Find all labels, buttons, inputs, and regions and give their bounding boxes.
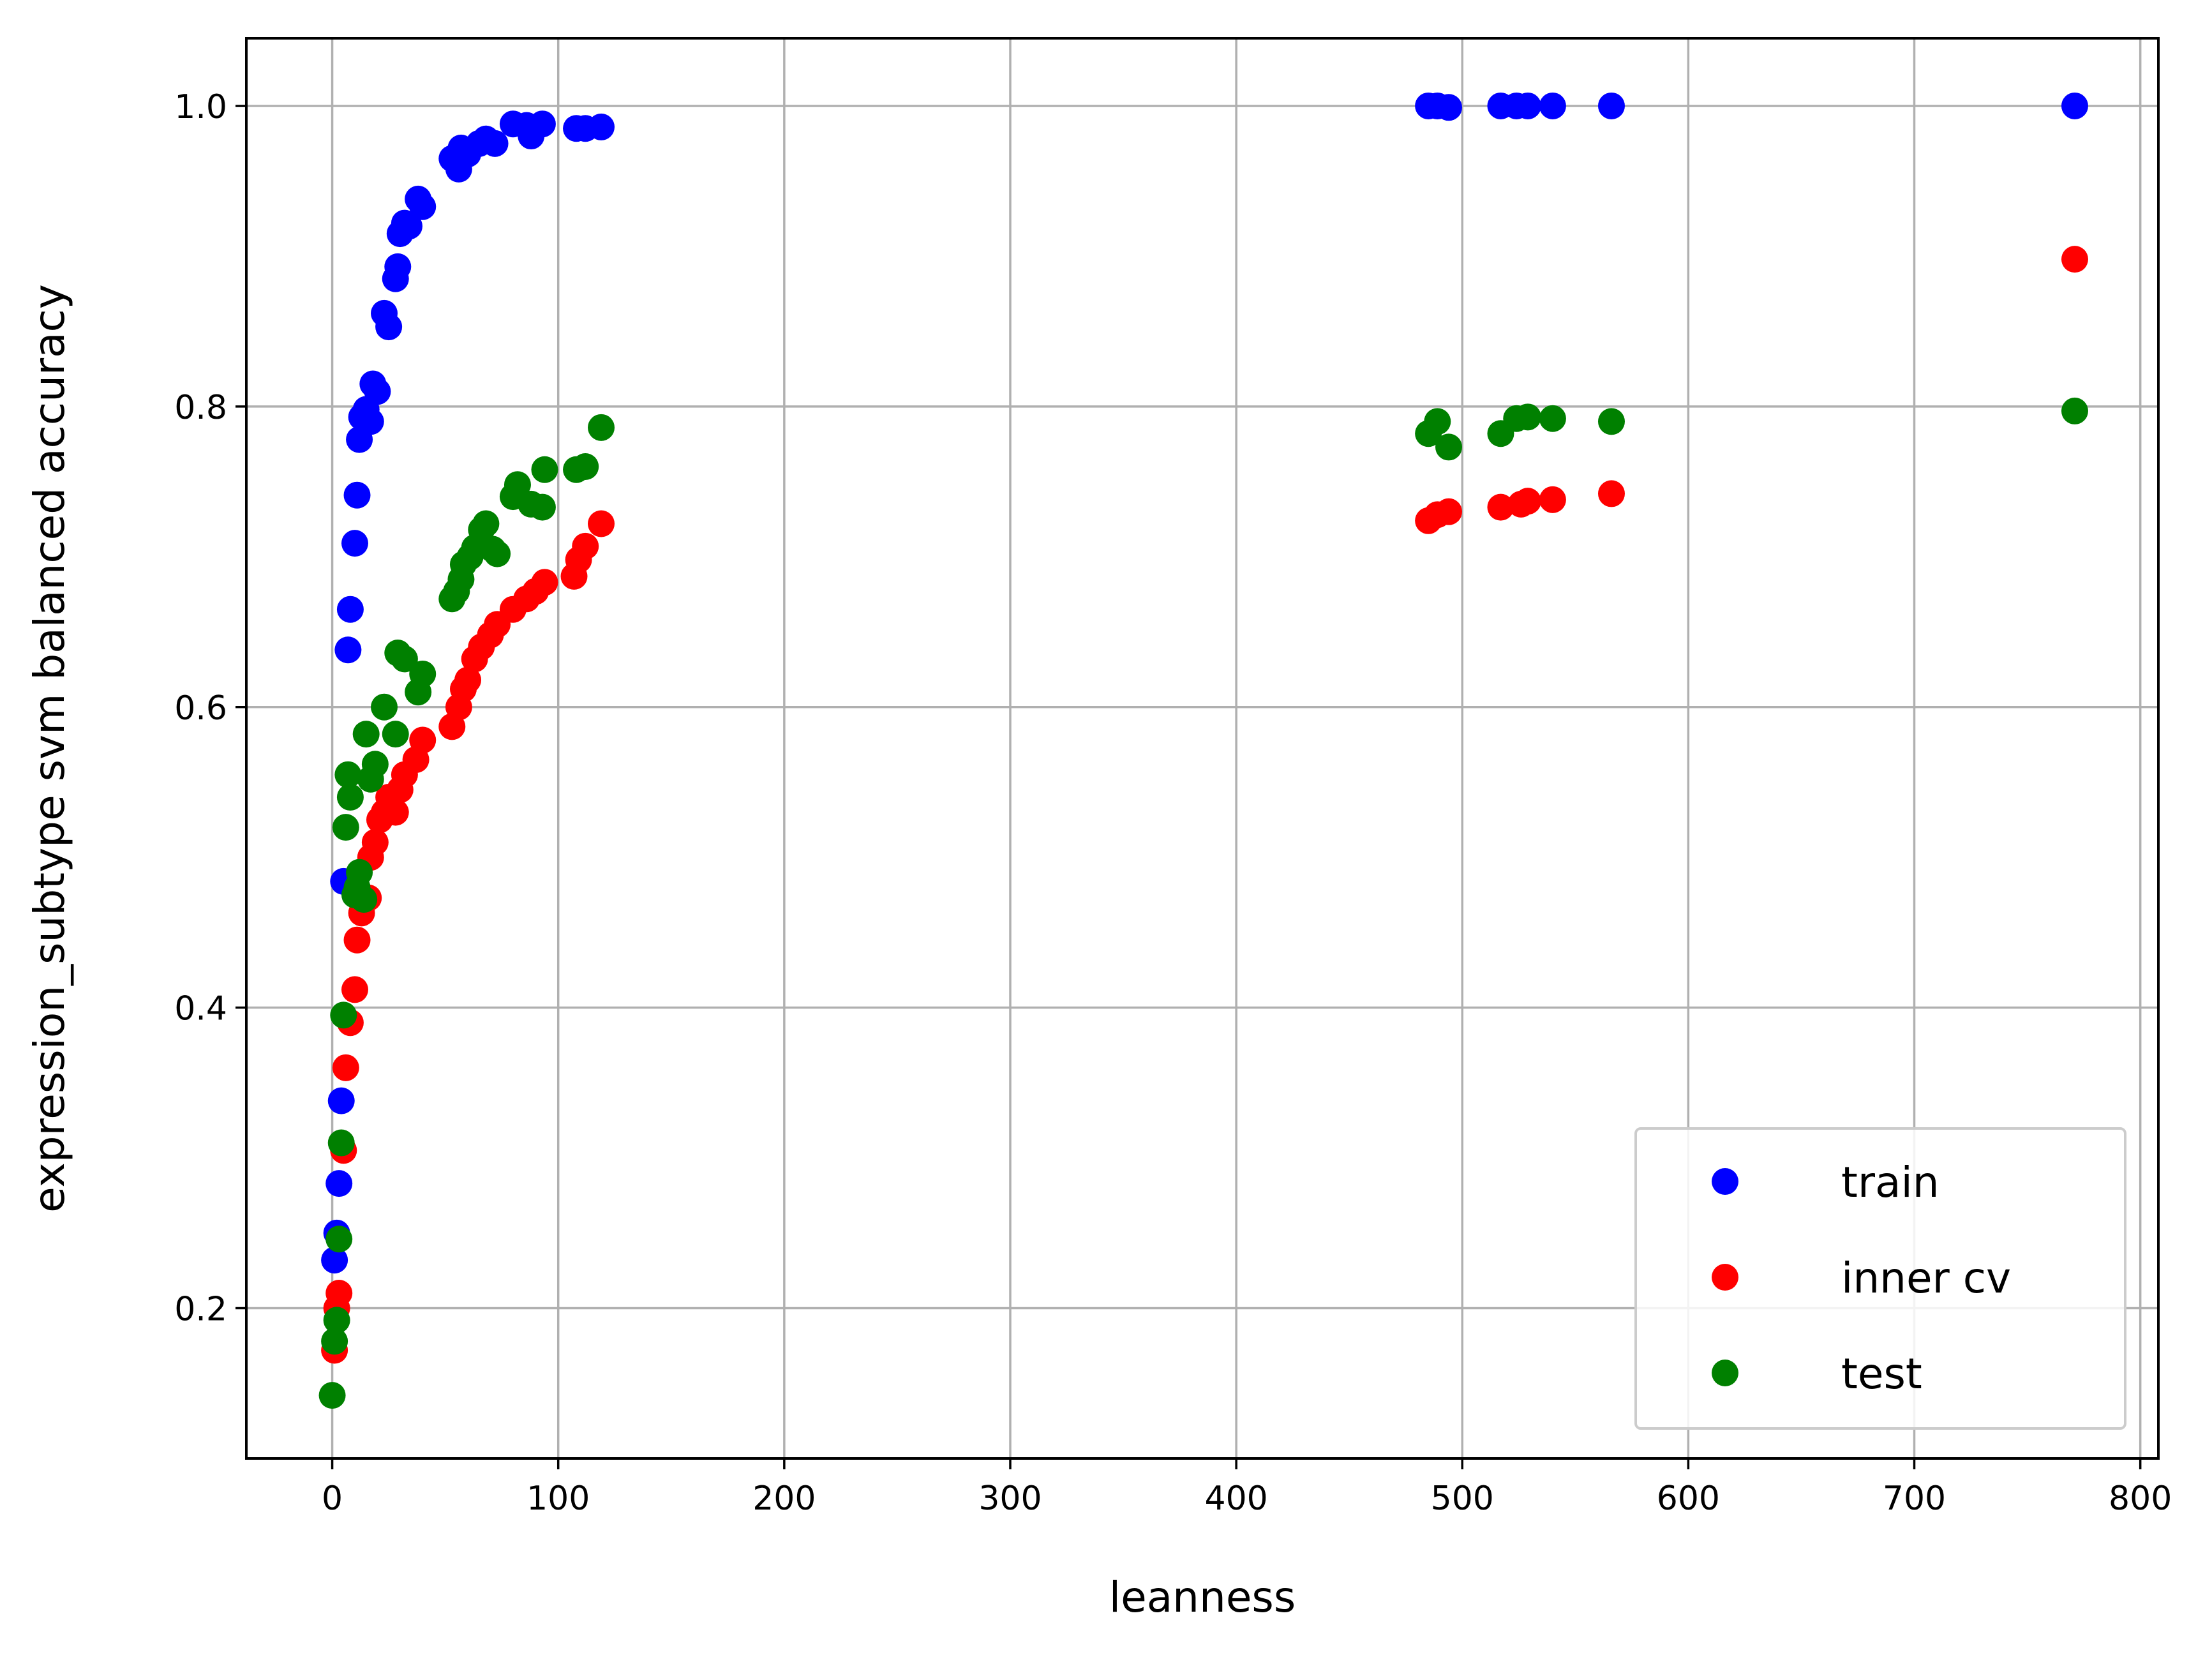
data-point — [395, 213, 422, 240]
data-point — [481, 130, 509, 157]
data-point — [1514, 488, 1541, 515]
data-point — [1514, 92, 1541, 119]
data-point — [484, 540, 511, 567]
data-point — [1597, 408, 1625, 435]
legend-label: test — [1841, 1349, 1922, 1398]
data-point — [371, 693, 398, 721]
data-point — [332, 814, 359, 841]
data-point — [346, 858, 373, 886]
data-point — [528, 493, 556, 521]
data-point — [343, 481, 371, 509]
axis-ticks: 0 100 200 300 400 500 600 700 800 0.2 0.4 0.6 0.8 1.0 — [174, 88, 2172, 1518]
x-axis-label: leanness — [1109, 1573, 1296, 1622]
x-tick-label: 0 — [322, 1480, 343, 1518]
legend-marker — [1712, 1360, 1738, 1386]
data-point — [325, 1226, 353, 1253]
data-point — [572, 532, 599, 560]
data-point — [1597, 92, 1625, 119]
y-tick-label: 0.8 — [174, 389, 227, 427]
data-point — [321, 1328, 348, 1355]
data-point — [361, 828, 389, 856]
data-point — [327, 1087, 355, 1114]
y-tick-label: 0.4 — [174, 990, 227, 1028]
data-point — [364, 378, 391, 405]
data-point — [321, 1247, 348, 1274]
data-point — [325, 1280, 353, 1307]
data-point — [1514, 403, 1541, 431]
data-point — [352, 721, 380, 748]
data-point — [375, 313, 403, 341]
data-point — [1424, 408, 1451, 435]
data-point — [409, 660, 437, 687]
data-point — [1597, 480, 1625, 507]
y-tick-label: 1.0 — [174, 88, 227, 126]
data-point — [334, 636, 362, 664]
data-point — [341, 530, 368, 557]
data-point — [587, 510, 615, 537]
data-point — [336, 784, 364, 811]
data-point — [472, 510, 500, 537]
data-point — [391, 645, 418, 673]
data-point — [531, 456, 558, 483]
data-point — [382, 798, 409, 826]
legend-label: train — [1841, 1158, 1939, 1207]
data-point — [531, 569, 558, 596]
x-tick-label: 800 — [2109, 1480, 2172, 1518]
legend-marker — [1712, 1264, 1738, 1291]
data-point — [341, 976, 368, 1003]
data-point — [327, 1129, 355, 1157]
plot-frame — [245, 37, 2160, 1460]
x-tick-label: 400 — [1204, 1480, 1267, 1518]
data-point — [361, 751, 389, 778]
data-point — [318, 1382, 346, 1409]
data-point — [572, 453, 599, 481]
x-tick-label: 300 — [978, 1480, 1042, 1518]
data-point — [2061, 246, 2088, 273]
data-point — [2061, 92, 2088, 119]
data-point — [382, 721, 409, 748]
data-point — [334, 761, 362, 788]
data-point — [357, 408, 384, 435]
data-point — [350, 886, 378, 913]
x-tick-label: 600 — [1657, 1480, 1720, 1518]
data-point — [1487, 493, 1514, 521]
legend-marker — [1712, 1168, 1738, 1195]
data-point — [336, 596, 364, 623]
data-point — [587, 113, 615, 140]
series-test — [318, 397, 2088, 1409]
y-axis-label: expression_subtype svm balanced accuracy — [25, 284, 74, 1213]
series-inner-cv — [321, 246, 2088, 1364]
data-point — [332, 1054, 359, 1081]
data-point — [528, 110, 556, 138]
data-point — [323, 1307, 350, 1334]
data-point — [1539, 405, 1566, 432]
legend: train inner cv test — [1634, 1127, 2126, 1430]
data-point — [504, 471, 531, 498]
y-tick-label: 0.6 — [174, 689, 227, 728]
data-point — [409, 726, 437, 754]
data-point — [454, 666, 482, 694]
y-tick-label: 0.2 — [174, 1291, 227, 1329]
data-point — [1435, 94, 1463, 121]
x-tick-label: 500 — [1431, 1480, 1494, 1518]
x-tick-label: 100 — [527, 1480, 590, 1518]
data-point — [330, 1001, 357, 1029]
x-tick-label: 700 — [1883, 1480, 1946, 1518]
data-points — [318, 92, 2088, 1409]
x-tick-label: 200 — [752, 1480, 816, 1518]
data-point — [587, 414, 615, 441]
data-point — [384, 253, 412, 280]
data-point — [1539, 486, 1566, 513]
legend-label: inner cv — [1841, 1254, 2011, 1303]
data-point — [343, 926, 371, 954]
data-point — [409, 193, 437, 220]
data-point — [1539, 92, 1566, 119]
data-point — [325, 1170, 353, 1197]
data-point — [2061, 397, 2088, 424]
legend-box — [1634, 1127, 2126, 1430]
data-point — [1435, 433, 1463, 461]
data-point — [1435, 498, 1463, 525]
